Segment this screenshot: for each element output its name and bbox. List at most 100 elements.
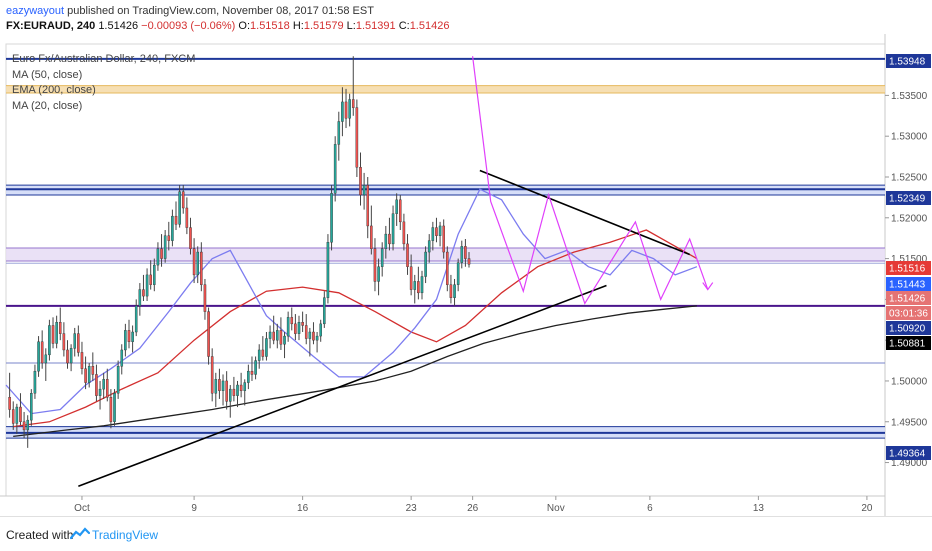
candle-body-118 [435, 227, 438, 236]
candle-body-14 [58, 322, 62, 334]
candle-body-110 [406, 243, 409, 267]
last-price: 1.51426 [98, 20, 139, 32]
candle-body-50 [189, 227, 192, 249]
candle-body-58 [218, 379, 221, 391]
candle-body-59 [221, 380, 225, 391]
candle-body-115 [424, 251, 427, 277]
candle-body-124 [456, 262, 460, 285]
price-flag-bg-1 [886, 191, 931, 205]
candle-body-103 [380, 248, 384, 267]
candle-body-23 [91, 366, 95, 375]
candle-body-51 [192, 248, 196, 276]
low-value: 1.51391 [355, 20, 396, 32]
price-flag-label-1: 1.52349 [889, 194, 926, 205]
candle-body-78 [290, 317, 294, 325]
y-tick-label-9: 1.53500 [891, 91, 928, 102]
footer-bar: Created with TradingView [0, 516, 932, 551]
candle-body-123 [453, 284, 456, 298]
candle-body-93 [344, 101, 348, 119]
series-line-1 [13, 305, 697, 438]
candle-body-35 [134, 305, 138, 333]
y-tick-label-1: 1.49500 [891, 417, 928, 428]
candle-body-91 [337, 121, 341, 145]
candle-body-28 [109, 397, 113, 422]
candle-body-101 [373, 248, 377, 282]
tradingview-logo-icon[interactable] [70, 526, 90, 542]
candle-body-96 [355, 107, 359, 168]
y-tick-label-6: 1.52000 [891, 213, 928, 224]
open-value: 1.51518 [250, 20, 290, 32]
candle-body-56 [210, 356, 214, 394]
candle-body-16 [66, 349, 69, 364]
author-link[interactable]: eazywayout [6, 5, 65, 17]
candle-body-30 [116, 366, 120, 394]
candle-body-19 [77, 333, 80, 353]
candle-body-0 [8, 397, 11, 410]
candle-body-57 [214, 379, 218, 394]
price-chart[interactable]: 1.490001.495001.500001.505001.510001.515… [0, 34, 932, 516]
candle-body-121 [446, 251, 449, 285]
candle-body-73 [272, 331, 275, 341]
candle-body-45 [171, 215, 174, 241]
candle-body-9 [40, 341, 44, 364]
candle-body-25 [98, 388, 102, 396]
candle-body-18 [73, 333, 77, 349]
candle-body-108 [398, 199, 402, 223]
open-label: O: [238, 20, 251, 32]
legend-ma20[interactable]: MA (20, close) [12, 99, 83, 112]
candle-body-80 [297, 322, 301, 334]
high-label: H: [292, 20, 304, 32]
candle-body-125 [460, 246, 464, 263]
candle-body-81 [301, 322, 304, 326]
candle-body-5 [26, 419, 29, 431]
x-tick-label-7: 13 [753, 503, 765, 514]
chart-area[interactable]: 1.490001.495001.500001.505001.510001.515… [0, 34, 932, 516]
candle-body-1 [11, 409, 15, 424]
candle-body-46 [174, 215, 178, 225]
candle-body-52 [196, 251, 200, 276]
candle-body-36 [138, 289, 142, 307]
pattern-arrow-icon [702, 282, 714, 291]
legend-ema200[interactable]: EMA (200, close) [12, 84, 96, 96]
x-tick-label-0: Oct [74, 503, 90, 514]
candle-body-63 [236, 384, 239, 396]
candle-body-94 [348, 99, 351, 119]
candle-body-100 [370, 225, 373, 249]
candle-body-120 [442, 225, 445, 253]
candle-body-10 [44, 354, 48, 364]
legend-ma50[interactable]: MA (50, close) [12, 68, 83, 81]
candle-body-98 [362, 184, 366, 196]
candle-body-17 [69, 348, 73, 364]
candle-body-127 [467, 258, 471, 265]
candle-body-44 [167, 235, 171, 241]
series-line-0 [13, 229, 698, 428]
zone-2 [6, 247, 885, 262]
price-flag-bg-5 [886, 306, 931, 320]
candle-body-33 [127, 330, 131, 342]
candle-body-75 [279, 330, 283, 345]
candle-body-89 [330, 193, 333, 243]
candle-body-60 [225, 380, 228, 402]
candle-body-41 [156, 248, 160, 266]
pattern-zigzag [472, 56, 709, 305]
trendline-1 [479, 169, 690, 256]
x-tick-label-1: 9 [191, 503, 197, 514]
candle-body-15 [62, 333, 66, 351]
candle-body-117 [431, 227, 435, 241]
candle-body-48 [181, 191, 185, 209]
candle-body-49 [185, 207, 189, 228]
publish-text: published on TradingView.com, November 0… [67, 5, 374, 17]
candle-body-55 [207, 311, 210, 357]
y-tick-label-5: 1.51500 [891, 254, 928, 265]
x-tick-label-3: 23 [406, 503, 418, 514]
price-flag-bg-4 [886, 291, 931, 305]
candle-body-77 [286, 317, 290, 337]
y-tick-label-7: 1.52500 [891, 172, 928, 183]
price-flag-label-8: 1.49364 [889, 449, 926, 460]
candle-body-3 [19, 406, 22, 422]
candle-body-119 [438, 225, 442, 236]
y-tick-label-0: 1.49000 [891, 458, 928, 469]
tradingview-brand[interactable]: TradingView [92, 528, 159, 542]
candle-body-92 [341, 101, 344, 122]
candle-body-85 [315, 335, 319, 341]
